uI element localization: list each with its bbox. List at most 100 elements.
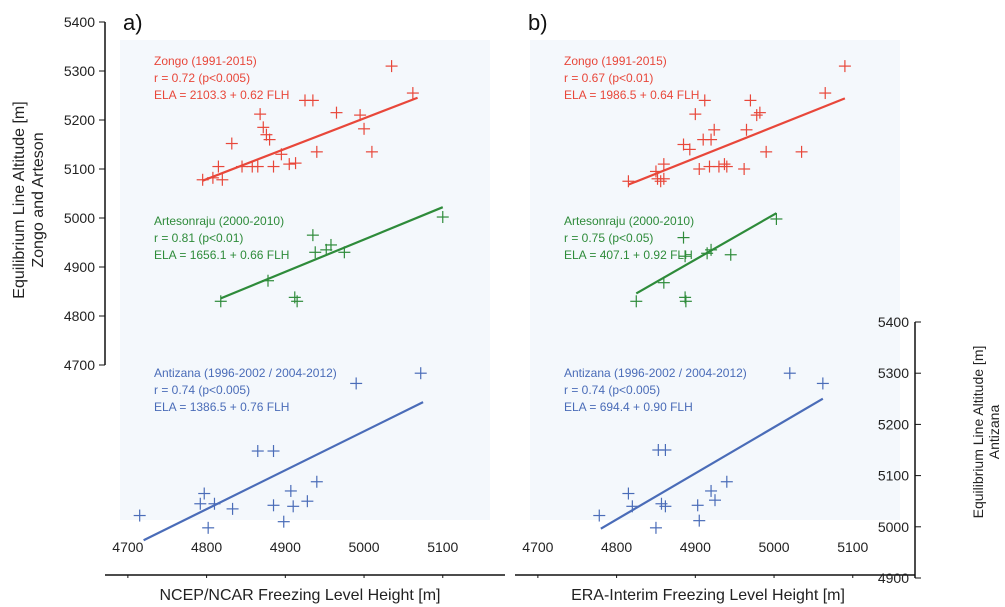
data-point-antizana bbox=[622, 487, 635, 500]
x-axis-label-a: NCEP/NCAR Freezing Level Height [m] bbox=[160, 587, 441, 604]
y-tick-label-left: 5400 bbox=[64, 14, 95, 30]
annotation-antizana-line-0: Antizana (1996-2002 / 2004-2012) bbox=[564, 366, 747, 380]
chart-marks bbox=[133, 60, 851, 542]
data-point-antizana bbox=[310, 475, 323, 488]
data-point-antizana bbox=[226, 502, 239, 515]
chart-annotations: Zongo (1991-2015) r = 0.72 (p<0.005) ELA =… bbox=[154, 54, 747, 414]
data-point-zongo bbox=[354, 109, 367, 122]
data-point-zongo bbox=[689, 108, 702, 121]
data-point-antizana bbox=[693, 514, 706, 527]
regression-line-antizana bbox=[600, 397, 824, 530]
data-point-antizana bbox=[705, 484, 718, 497]
data-point-antizana bbox=[626, 500, 639, 513]
panel-b-label: b) bbox=[528, 10, 548, 35]
data-point-antizana bbox=[720, 475, 733, 488]
data-point-artesonraju bbox=[320, 243, 333, 256]
data-point-antizana bbox=[287, 500, 300, 513]
data-point-zongo bbox=[657, 158, 670, 171]
y-axis-label-right-line1: Equilibrium Line Altitude [m] bbox=[970, 346, 986, 519]
x-tick-label: 5100 bbox=[427, 539, 458, 555]
y-tick-label-left: 5200 bbox=[64, 112, 95, 128]
x-tick-label: 4800 bbox=[601, 539, 632, 555]
data-point-zongo bbox=[708, 123, 721, 136]
regression-line-zongo bbox=[627, 97, 846, 186]
data-point-zongo bbox=[819, 87, 832, 100]
data-point-zongo bbox=[693, 163, 706, 175]
data-point-zongo bbox=[657, 172, 670, 185]
annotation-zongo-line-0: Zongo (1991-2015) bbox=[564, 54, 667, 68]
data-point-artesonraju bbox=[705, 243, 718, 256]
data-point-zongo bbox=[196, 173, 209, 186]
data-point-antizana bbox=[284, 484, 297, 497]
data-point-zongo bbox=[267, 160, 280, 173]
data-point-zongo bbox=[720, 160, 733, 173]
annotation-artesonraju-line-0: Artesonraju (2000-2010) bbox=[564, 214, 694, 228]
data-point-zongo bbox=[622, 175, 635, 188]
data-point-artesonraju bbox=[677, 231, 690, 244]
annotation-antizana-line-1: r = 0.74 (p<0.005) bbox=[564, 383, 660, 397]
data-point-antizana bbox=[198, 487, 211, 500]
annotation-antizana-line-0: Antizana (1996-2002 / 2004-2012) bbox=[154, 366, 337, 380]
data-point-zongo bbox=[750, 109, 763, 122]
annotation-artesonraju-line-1: r = 0.81 (p<0.01) bbox=[154, 231, 243, 245]
y-tick-label-left: 4700 bbox=[64, 357, 95, 373]
data-point-antizana bbox=[267, 499, 280, 512]
data-point-artesonraju bbox=[262, 274, 274, 287]
data-point-antizana bbox=[709, 494, 721, 507]
data-point-zongo bbox=[683, 143, 696, 156]
data-point-antizana bbox=[267, 445, 280, 458]
regression-line-antizana bbox=[143, 401, 424, 542]
data-point-zongo bbox=[260, 128, 273, 141]
data-point-zongo bbox=[677, 138, 690, 151]
data-point-antizana bbox=[194, 497, 207, 510]
data-point-antizana bbox=[208, 497, 221, 510]
y-tick-label-left: 5000 bbox=[64, 210, 95, 226]
data-point-antizana bbox=[301, 495, 314, 508]
data-point-zongo bbox=[216, 173, 229, 186]
annotation-artesonraju-line-2: ELA = 407.1 + 0.92 FLH bbox=[564, 248, 693, 262]
data-point-zongo bbox=[738, 163, 751, 175]
annotation-zongo-line-2: ELA = 2103.3 + 0.62 FLH bbox=[154, 88, 289, 102]
data-point-zongo bbox=[306, 94, 319, 107]
data-point-zongo bbox=[838, 60, 851, 73]
data-point-zongo bbox=[283, 158, 296, 171]
y-tick-label-right: 4900 bbox=[878, 570, 909, 586]
data-point-antizana bbox=[649, 521, 662, 534]
data-point-zongo bbox=[254, 108, 267, 121]
y-tick-label-right: 5200 bbox=[878, 416, 909, 432]
data-point-artesonraju bbox=[630, 295, 643, 308]
data-point-artesonraju bbox=[214, 295, 227, 308]
data-point-zongo bbox=[257, 121, 270, 134]
data-point-zongo bbox=[705, 133, 718, 146]
x-tick-label: 5000 bbox=[758, 539, 789, 555]
y-tick-label-left: 4900 bbox=[64, 259, 95, 275]
data-point-zongo bbox=[225, 137, 238, 150]
data-point-zongo bbox=[212, 160, 225, 173]
data-point-antizana bbox=[350, 377, 363, 390]
annotation-antizana-line-2: ELA = 1386.5 + 0.76 FLH bbox=[154, 400, 289, 414]
data-point-zongo bbox=[263, 133, 276, 146]
y-tick-label-right: 5300 bbox=[878, 365, 909, 381]
y-tick-label-right: 5000 bbox=[878, 519, 909, 535]
data-point-zongo bbox=[365, 145, 378, 158]
data-point-zongo bbox=[330, 106, 343, 119]
data-point-antizana bbox=[593, 509, 606, 522]
series-antizana-panel-a bbox=[133, 367, 427, 542]
x-tick-label: 4700 bbox=[112, 539, 143, 555]
panel-a-label: a) bbox=[123, 10, 143, 35]
data-point-artesonraju bbox=[679, 295, 692, 308]
x-tick-label: 4700 bbox=[522, 539, 553, 555]
data-point-zongo bbox=[654, 175, 667, 188]
data-point-artesonraju bbox=[324, 238, 337, 251]
data-point-zongo bbox=[795, 145, 808, 158]
data-point-zongo bbox=[649, 165, 662, 178]
x-tick-label: 4800 bbox=[191, 539, 222, 555]
annotation-antizana-line-2: ELA = 694.4 + 0.90 FLH bbox=[564, 400, 693, 414]
data-point-zongo bbox=[744, 94, 757, 107]
data-point-artesonraju bbox=[291, 295, 304, 308]
data-point-zongo bbox=[206, 171, 219, 184]
data-point-zongo bbox=[406, 87, 419, 100]
regression-line-artesonraju bbox=[220, 206, 444, 300]
y-tick-label-right: 5100 bbox=[878, 468, 909, 484]
